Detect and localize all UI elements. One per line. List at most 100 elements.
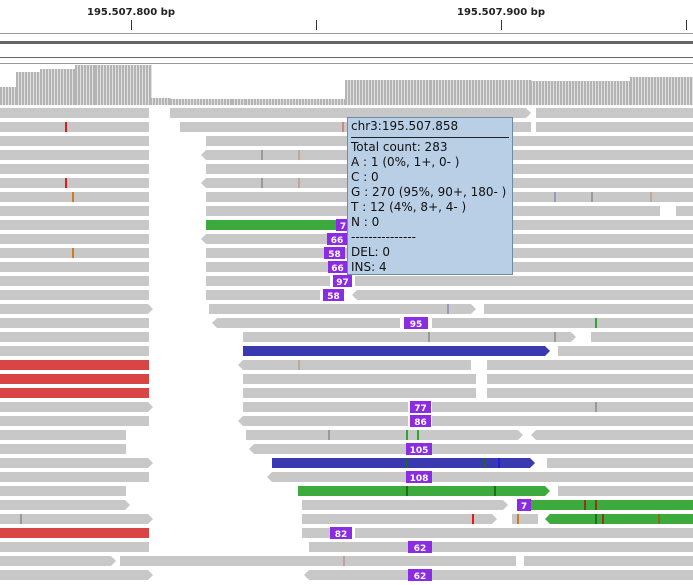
aligned-read [120, 556, 516, 566]
coverage-bar [341, 99, 344, 105]
insertion-box [408, 541, 432, 553]
coverage-bar [523, 80, 526, 105]
coverage-bar [221, 99, 224, 105]
mismatch-base [65, 178, 67, 188]
coverage-bar [517, 80, 520, 105]
track-divider [0, 63, 693, 64]
track-divider [0, 33, 693, 34]
mismatch-base [328, 430, 330, 440]
coverage-bar [426, 80, 429, 105]
ruler-tick [131, 20, 132, 30]
mismatch-base [406, 486, 408, 496]
coverage-bar [290, 99, 293, 105]
insertion-box [404, 317, 428, 329]
coverage-bar [335, 99, 338, 105]
insertion-label: 77 [414, 404, 427, 414]
coverage-bar [648, 77, 651, 105]
coverage-bar [490, 80, 493, 105]
aligned-read [0, 402, 153, 412]
aligned-read [238, 360, 471, 370]
coverage-bar [387, 80, 390, 105]
coverage-bar [75, 65, 78, 105]
coverage-bar [113, 65, 116, 105]
aligned-read [249, 444, 408, 454]
coverage-bar [584, 81, 587, 105]
aligned-read [558, 486, 693, 496]
coverage-bar [212, 99, 215, 105]
aligned-read [432, 318, 693, 328]
coverage-track[interactable] [0, 58, 693, 105]
mismatch-base [298, 360, 300, 370]
insertion-box [410, 415, 431, 427]
coverage-bar [182, 99, 185, 105]
aligned-read [206, 290, 320, 300]
aligned-read [0, 388, 149, 398]
coverage-bar [542, 81, 545, 105]
coverage-bar [224, 99, 227, 105]
insertion-label: 66 [331, 236, 344, 246]
aligned-read [267, 472, 408, 482]
coverage-bar [281, 99, 284, 105]
mismatch-base [72, 192, 74, 202]
mismatch-base [658, 514, 660, 524]
aligned-read [0, 458, 153, 468]
coverage-bar [299, 99, 302, 105]
aligned-read [0, 220, 149, 230]
aligned-read [209, 304, 476, 314]
coverage-bar [526, 80, 529, 105]
coverage-bar [487, 80, 490, 105]
coverage-bar [402, 80, 405, 105]
coverage-bar [357, 80, 360, 105]
coverage-bar [390, 80, 393, 105]
coverage-bar [587, 81, 590, 105]
coverage-bar [22, 72, 25, 105]
coverage-bar [260, 99, 263, 105]
coverage-bar [663, 77, 666, 105]
coverage-bar [64, 69, 67, 105]
coverage-bar [372, 80, 375, 105]
aligned-read [0, 500, 130, 510]
coverage-bar [384, 80, 387, 105]
aligned-read [243, 374, 476, 384]
aligned-read [0, 304, 153, 314]
alignment-track[interactable]: 7 66 58 66 97 58 95 77 86 105 108 7 82 62 62 [0, 105, 693, 585]
mismatch-base [602, 514, 604, 524]
coverage-bar [248, 99, 251, 105]
coverage-bar [414, 80, 417, 105]
aligned-read [0, 528, 149, 538]
aligned-read [352, 290, 693, 300]
ruler[interactable]: 195.507.800 bp 195.507.900 bp [0, 0, 693, 32]
coverage-bar [363, 80, 366, 105]
coverage-bar [460, 80, 463, 105]
aligned-read [432, 472, 693, 482]
aligned-read [0, 150, 149, 160]
coverage-bar [411, 80, 414, 105]
insertion-label: 97 [336, 278, 349, 288]
aligned-read [524, 556, 693, 566]
coverage-bar [28, 72, 31, 105]
aligned-read [0, 430, 126, 440]
tooltip-position: chr3:195.507.858 [351, 119, 459, 133]
insertion-marker: 105 [406, 443, 432, 456]
aligned-read [558, 346, 693, 356]
tooltip-rule [351, 137, 509, 138]
coverage-bar [308, 99, 311, 105]
coverage-bar [90, 65, 93, 105]
coverage-bar [67, 69, 70, 105]
ruler-tick [501, 20, 502, 30]
coverage-bar [430, 80, 433, 105]
ruler-tick [686, 20, 687, 30]
mismatch-base [428, 332, 430, 342]
insertion-label: 7 [521, 502, 527, 512]
aligned-read [243, 388, 476, 398]
aligned-read [0, 276, 149, 286]
coverage-bar [107, 65, 110, 105]
coverage-bar [61, 69, 64, 105]
aligned-read [487, 388, 693, 398]
tooltip-count-a: A : 1 (0%, 1+, 0- ) [351, 155, 460, 169]
coverage-bar [241, 99, 244, 105]
coverage-bar [378, 80, 381, 105]
coverage-bar [49, 69, 52, 105]
coverage-bar [153, 98, 156, 105]
insertion-label: 95 [410, 320, 423, 330]
